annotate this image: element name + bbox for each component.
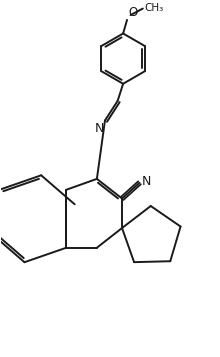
Text: N: N: [94, 122, 104, 135]
Text: N: N: [142, 175, 152, 187]
Text: CH₃: CH₃: [144, 3, 163, 13]
Text: O: O: [128, 6, 137, 19]
